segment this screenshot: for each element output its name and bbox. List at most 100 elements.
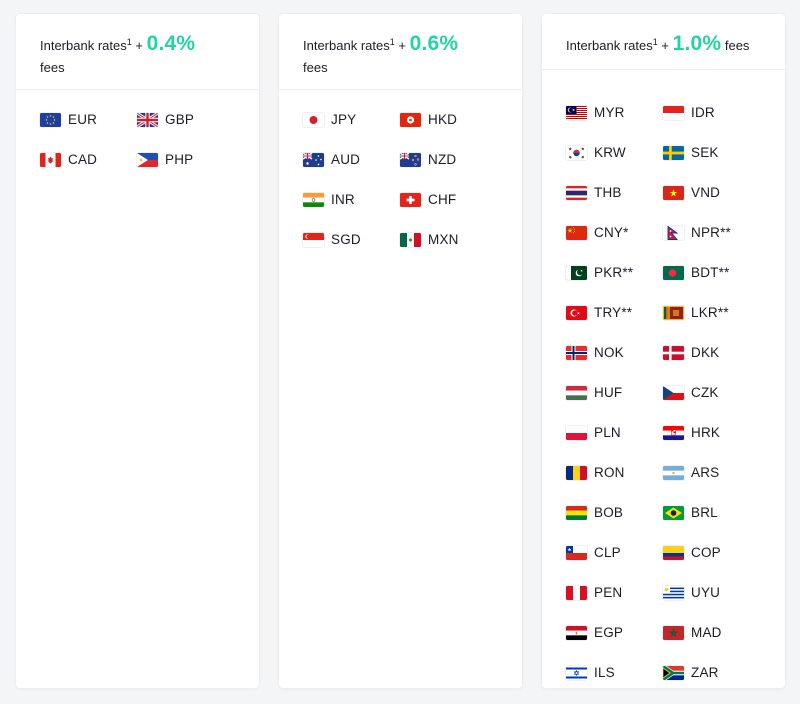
currency-item: HKD: [400, 110, 497, 150]
au-flag-icon: [303, 153, 324, 167]
np-flag-icon: [663, 226, 684, 240]
currency-item: CHF: [400, 190, 497, 230]
fee-tier-card-0-4: Interbank rates1 + 0.4% fees EUR GBP CAD PH…: [16, 14, 259, 688]
footnote-marker: 1: [126, 37, 132, 47]
br-flag-icon: [663, 506, 684, 520]
currency-code: BOB: [594, 505, 624, 520]
currency-item: ARS: [663, 463, 760, 503]
currency-item: NPR**: [663, 223, 760, 263]
currency-code: CZK: [691, 385, 719, 400]
fees-label: fees: [303, 60, 328, 75]
pk-flag-icon: [566, 266, 587, 280]
currency-item: CNY*: [566, 223, 663, 263]
ph-flag-icon: [137, 153, 158, 167]
currency-item: BRL: [663, 503, 760, 543]
currency-code: PKR**: [594, 265, 634, 280]
plus-sign: +: [657, 38, 673, 53]
cl-flag-icon: [566, 546, 587, 560]
hu-flag-icon: [566, 386, 587, 400]
currency-code: ARS: [691, 465, 720, 480]
currency-code: NZD: [428, 152, 457, 167]
currency-item: MYR: [566, 103, 663, 143]
currency-item: PEN: [566, 583, 663, 623]
currency-grid: JPY HKD AUD NZD INR CHF SGD MXN: [279, 90, 522, 270]
currency-item: TRY**: [566, 303, 663, 343]
currency-item: NZD: [400, 150, 497, 190]
currency-code: ILS: [594, 665, 615, 680]
card-header: Interbank rates1 + 0.6% fees: [279, 14, 522, 90]
currency-code: MXN: [428, 232, 459, 247]
currency-code: CHF: [428, 192, 457, 207]
currency-code: INR: [331, 192, 355, 207]
currency-code: EGP: [594, 625, 624, 640]
ca-flag-icon: [40, 153, 61, 167]
currency-item: EUR: [40, 110, 137, 150]
cn-flag-icon: [566, 226, 587, 240]
currency-code: NPR**: [691, 225, 732, 240]
currency-code: TRY**: [594, 305, 633, 320]
card-header: Interbank rates1 + 0.4% fees: [16, 14, 259, 90]
currency-item: PKR**: [566, 263, 663, 303]
nz-flag-icon: [400, 153, 421, 167]
currency-code: CNY*: [594, 225, 629, 240]
currency-code: GBP: [165, 112, 195, 127]
currency-code: JPY: [331, 112, 357, 127]
currency-item: MAD: [663, 623, 760, 663]
my-flag-icon: [566, 106, 587, 120]
in-flag-icon: [303, 193, 324, 207]
currency-code: MYR: [594, 105, 625, 120]
no-flag-icon: [566, 346, 587, 360]
pe-flag-icon: [566, 586, 587, 600]
currency-item: MXN: [400, 230, 497, 270]
ar-flag-icon: [663, 466, 684, 480]
currency-item: NOK: [566, 343, 663, 383]
currency-code: RON: [594, 465, 625, 480]
sg-flag-icon: [303, 233, 324, 247]
currency-code: BRL: [691, 505, 718, 520]
footnote-marker: 1: [389, 37, 395, 47]
currency-code: IDR: [691, 105, 715, 120]
currency-item: DKK: [663, 343, 760, 383]
uy-flag-icon: [663, 586, 684, 600]
currency-item: HRK: [663, 423, 760, 463]
il-flag-icon: [566, 666, 587, 680]
currency-item: INR: [303, 190, 400, 230]
fee-rate: 1.0%: [672, 32, 722, 55]
currency-item: CZK: [663, 383, 760, 423]
currency-item: COP: [663, 543, 760, 583]
fee-tier-card-0-6: Interbank rates1 + 0.6% fees JPY HKD AUD NZ…: [279, 14, 522, 688]
currency-grid: MYR IDR KRW SEK THB VND CNY* NPR** PKR** BDT** TRY…: [542, 70, 785, 703]
currency-code: NOK: [594, 345, 624, 360]
mx-flag-icon: [400, 233, 421, 247]
currency-code: DKK: [691, 345, 720, 360]
currency-item: PHP: [137, 150, 234, 190]
cz-flag-icon: [663, 386, 684, 400]
currency-item: BDT**: [663, 263, 760, 303]
currency-code: EUR: [68, 112, 98, 127]
currency-code: CLP: [594, 545, 621, 560]
fee-rate: 0.6%: [409, 32, 459, 55]
id-flag-icon: [663, 106, 684, 120]
currency-item: AUD: [303, 150, 400, 190]
currency-code: THB: [594, 185, 622, 200]
bo-flag-icon: [566, 506, 587, 520]
lk-flag-icon: [663, 306, 684, 320]
footnote-marker: 1: [652, 37, 658, 47]
currency-item: CAD: [40, 150, 137, 190]
co-flag-icon: [663, 546, 684, 560]
currency-item: EGP: [566, 623, 663, 663]
currency-code: VND: [691, 185, 721, 200]
tr-flag-icon: [566, 306, 587, 320]
currency-item: IDR: [663, 103, 760, 143]
se-flag-icon: [663, 146, 684, 160]
currency-code: LKR**: [691, 305, 729, 320]
currency-item: THB: [566, 183, 663, 223]
currency-code: PEN: [594, 585, 623, 600]
currency-item: CLP: [566, 543, 663, 583]
currency-item: VND: [663, 183, 760, 223]
currency-item: HUF: [566, 383, 663, 423]
currency-code: COP: [691, 545, 721, 560]
currency-item: KRW: [566, 143, 663, 183]
fees-label: fees: [724, 38, 750, 53]
currency-item: BOB: [566, 503, 663, 543]
